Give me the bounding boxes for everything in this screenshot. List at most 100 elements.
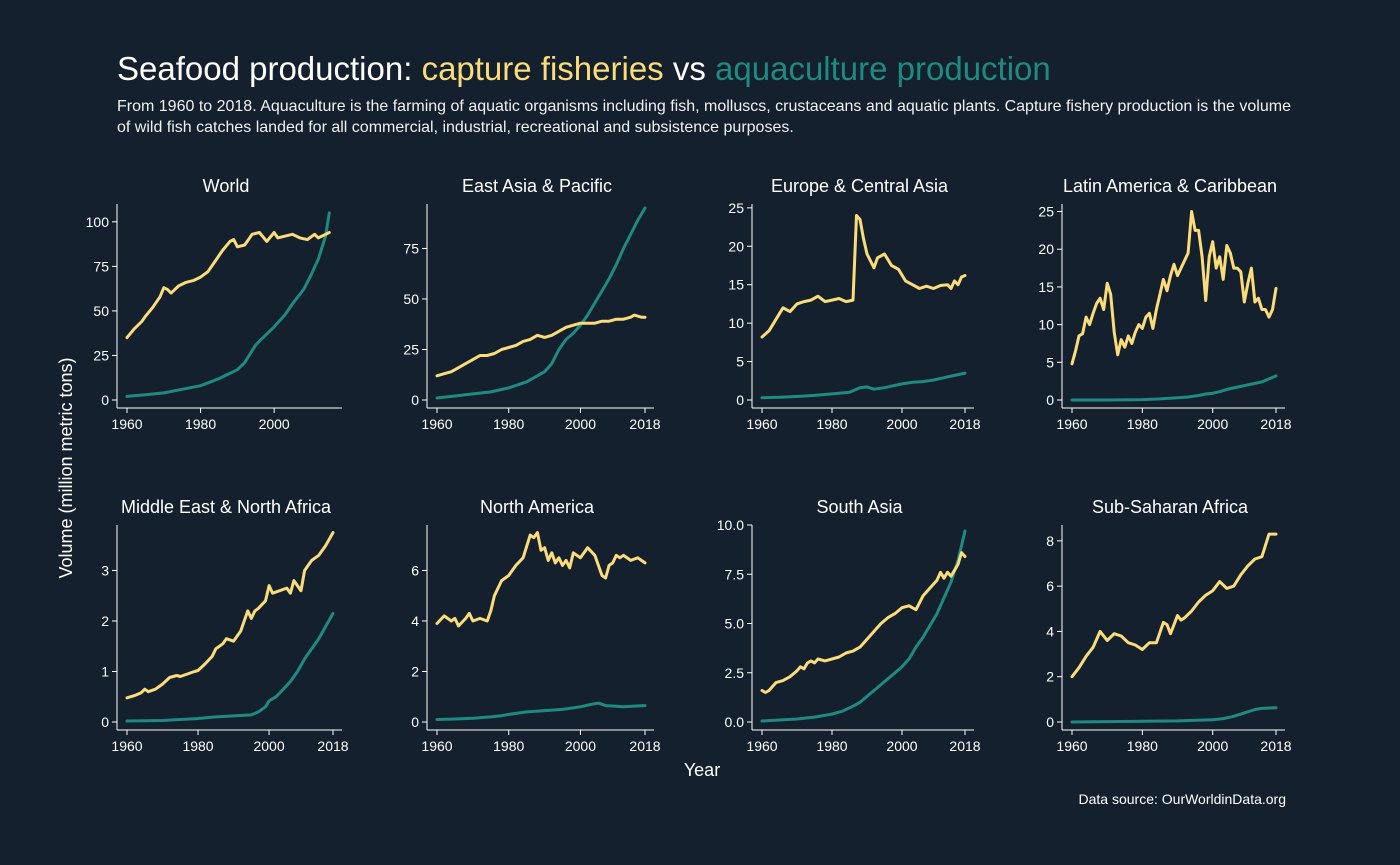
y-tick-label: 2 xyxy=(101,613,109,629)
x-tick-label: 1980 xyxy=(182,738,213,754)
y-tick-label: 20 xyxy=(728,238,744,254)
x-tick-label: 2000 xyxy=(886,416,917,432)
y-tick-label: 8 xyxy=(1046,533,1054,549)
x-tick-label: 2000 xyxy=(565,416,596,432)
y-tick-label: 5 xyxy=(1046,354,1054,370)
title-middle: vs xyxy=(663,50,716,87)
panel-title: Latin America & Caribbean xyxy=(1063,176,1277,196)
y-tick-label: 75 xyxy=(403,240,419,256)
y-tick-label: 15 xyxy=(1038,279,1054,295)
y-tick-label: 10 xyxy=(728,315,744,331)
x-tick-label: 1960 xyxy=(421,416,452,432)
x-axis-label: Year xyxy=(684,760,720,780)
panel-title: Sub-Saharan Africa xyxy=(1092,497,1249,517)
y-tick-label: 0 xyxy=(1046,714,1054,730)
y-tick-label: 10 xyxy=(1038,317,1054,333)
y-tick-label: 100 xyxy=(86,214,110,230)
title-prefix: Seafood production: xyxy=(117,50,422,87)
y-tick-label: 4 xyxy=(411,613,419,629)
capture-line xyxy=(1070,532,1278,679)
x-tick-label: 1960 xyxy=(111,416,142,432)
y-tick-label: 2 xyxy=(411,663,419,679)
panel-latin-america-and-caribbean: Latin America & Caribbean 0 5 10 15 20 25 1960 1… xyxy=(1038,176,1291,432)
y-tick-label: 1 xyxy=(101,663,109,679)
x-tick-label: 2000 xyxy=(253,738,284,754)
capture-line xyxy=(1070,210,1278,366)
x-tick-label: 2018 xyxy=(317,738,348,754)
y-tick-label: 25 xyxy=(728,200,744,216)
aquaculture-line xyxy=(125,611,335,723)
panel-title: Europe & Central Asia xyxy=(771,176,949,196)
x-tick-label: 1980 xyxy=(185,416,216,432)
panel-title: South Asia xyxy=(816,497,903,517)
panel-title: Middle East & North Africa xyxy=(121,497,332,517)
y-tick-label: 0.0 xyxy=(725,714,745,730)
y-tick-label: 25 xyxy=(403,341,419,357)
panel-north-america: North America 0 2 4 6 1960 1980 2000 2018 xyxy=(411,497,661,754)
x-tick-label: 1960 xyxy=(746,738,777,754)
chart-subtitle: From 1960 to 2018. Aquaculture is the fa… xyxy=(117,98,1291,136)
x-tick-label: 2000 xyxy=(565,738,596,754)
y-tick-label: 5 xyxy=(736,354,744,370)
y-tick-label: 0 xyxy=(736,392,744,408)
panel-title: World xyxy=(203,176,250,196)
panel-world: World 0 25 50 75 100 1960 1980 2000 xyxy=(86,176,342,432)
x-tick-label: 2000 xyxy=(886,738,917,754)
panel-sub-saharan-africa: Sub-Saharan Africa 0 2 4 6 8 1960 1980 2000 2018 xyxy=(1046,497,1292,754)
capture-line xyxy=(125,231,331,340)
panel-south-asia: South Asia 0.0 2.5 5.0 7.5 10.0 1960 1980 2000 20… xyxy=(717,497,981,754)
aquaculture-line xyxy=(760,371,967,400)
x-tick-label: 1980 xyxy=(493,416,524,432)
title-aquaculture-series: aquaculture production xyxy=(715,50,1051,87)
x-tick-label: 1960 xyxy=(1056,416,1087,432)
y-tick-label: 2 xyxy=(1046,669,1054,685)
panel-title: North America xyxy=(480,497,595,517)
y-tick-label: 10.0 xyxy=(717,517,744,533)
x-tick-label: 1960 xyxy=(746,416,777,432)
x-tick-label: 2018 xyxy=(1260,416,1291,432)
x-tick-label: 2018 xyxy=(629,416,660,432)
y-tick-label: 0 xyxy=(411,392,419,408)
x-tick-label: 2000 xyxy=(1197,738,1228,754)
y-tick-label: 0 xyxy=(411,714,419,730)
y-tick-label: 3 xyxy=(101,562,109,578)
y-tick-label: 4 xyxy=(1046,623,1054,639)
x-tick-label: 2018 xyxy=(629,738,660,754)
panel-europe-and-central-asia: Europe & Central Asia 0 5 10 15 20 25 1960 1980 2… xyxy=(728,176,980,432)
x-tick-label: 1960 xyxy=(1056,738,1087,754)
x-tick-label: 1980 xyxy=(1127,416,1158,432)
y-tick-label: 2.5 xyxy=(725,665,745,681)
capture-line xyxy=(760,551,967,694)
y-tick-label: 75 xyxy=(93,258,109,274)
y-tick-label: 50 xyxy=(93,303,109,319)
aquaculture-line xyxy=(125,211,331,398)
y-tick-label: 7.5 xyxy=(725,566,745,582)
capture-line xyxy=(125,531,335,700)
y-tick-label: 0 xyxy=(1046,392,1054,408)
x-tick-label: 2000 xyxy=(1197,416,1228,432)
aquaculture-line xyxy=(435,206,647,400)
x-tick-label: 2018 xyxy=(949,738,980,754)
capture-line xyxy=(760,214,967,339)
y-tick-label: 15 xyxy=(728,277,744,293)
x-tick-label: 1960 xyxy=(421,738,452,754)
y-tick-label: 25 xyxy=(1038,204,1054,220)
panel-middle-east-and-north-africa: Middle East & North Africa 0 1 2 3 1960 1980 20… xyxy=(101,497,349,754)
aquaculture-line xyxy=(760,529,967,723)
x-tick-label: 1980 xyxy=(816,416,847,432)
y-tick-label: 6 xyxy=(411,562,419,578)
y-tick-label: 20 xyxy=(1038,241,1054,257)
data-source: Data source: OurWorldinData.org xyxy=(1079,791,1287,807)
x-tick-label: 1980 xyxy=(493,738,524,754)
x-tick-label: 1960 xyxy=(111,738,142,754)
y-tick-label: 0 xyxy=(101,392,109,408)
x-tick-label: 2000 xyxy=(259,416,290,432)
y-tick-label: 5.0 xyxy=(725,616,745,632)
aquaculture-line xyxy=(1070,706,1278,724)
capture-line xyxy=(435,313,647,378)
panel-title: East Asia & Pacific xyxy=(462,176,612,196)
aquaculture-line xyxy=(1070,374,1278,402)
y-tick-label: 6 xyxy=(1046,578,1054,594)
